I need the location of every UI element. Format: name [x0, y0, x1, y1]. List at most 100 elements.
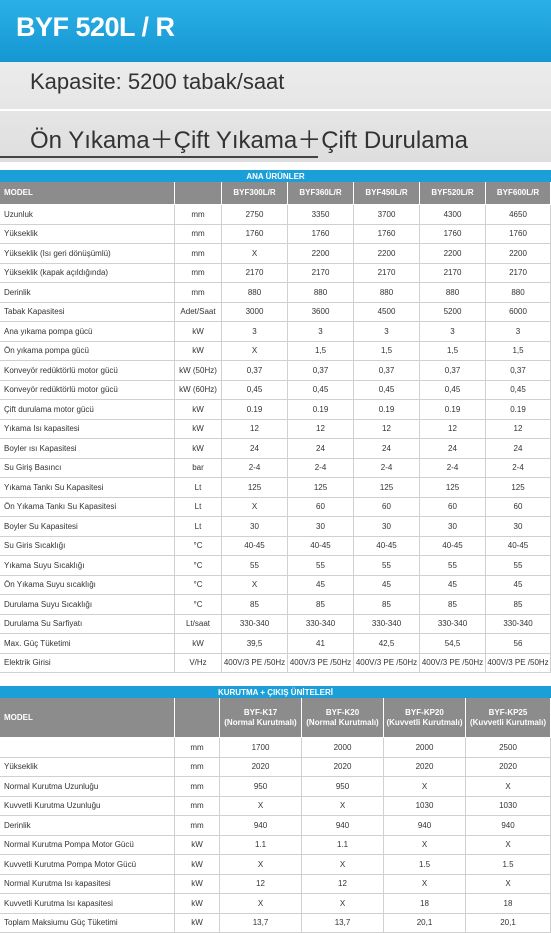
value: 85: [486, 595, 551, 615]
unit: Lt: [175, 478, 222, 498]
value: 2-4: [420, 458, 486, 478]
value: 40-45: [420, 536, 486, 556]
model-type: (Normal Kurutmalı): [224, 717, 297, 727]
model-type: (Kuvvetli Kurutmalı): [469, 717, 546, 727]
value: 24: [288, 439, 354, 459]
value: 12: [354, 419, 420, 439]
capacity: Kapasite: 5200 tabak/saat: [30, 69, 285, 94]
value: 40-45: [288, 536, 354, 556]
unit: mm: [175, 224, 222, 244]
unit: °C: [175, 536, 222, 556]
value: 24: [420, 439, 486, 459]
value: 20,1: [384, 913, 466, 933]
value: 55: [288, 556, 354, 576]
unit: bar: [175, 458, 222, 478]
value: 45: [486, 575, 551, 595]
model-name: BYF450L/R: [354, 182, 420, 205]
value: 1760: [420, 224, 486, 244]
model-name: BYF-KP25 (Kuvvetli Kurutmalı): [466, 698, 551, 738]
unit: mm: [175, 816, 220, 836]
row-label: Ön yıkama pompa gücü: [0, 341, 175, 361]
value: 41: [288, 634, 354, 654]
row-label: Yükseklik: [0, 224, 175, 244]
unit: V/Hz: [175, 653, 222, 673]
model-name: BYF520L/R: [420, 182, 486, 205]
value: 2000: [384, 738, 466, 758]
unit: kW: [175, 322, 222, 342]
value: X: [222, 497, 288, 517]
value: 1.1: [302, 835, 384, 855]
unit: °C: [175, 595, 222, 615]
model-name: BYF-K17: [243, 708, 278, 718]
value: 3000: [222, 302, 288, 322]
value: 125: [486, 478, 551, 498]
row-label: Derinlik: [0, 283, 175, 303]
value: 400V/3 PE /50Hz: [222, 653, 288, 673]
value: 2170: [420, 263, 486, 283]
row-label: Konveyör redüktörlü motor gücü: [0, 380, 175, 400]
value: 4500: [354, 302, 420, 322]
underline: [0, 156, 318, 158]
value: 2-4: [288, 458, 354, 478]
model-name: BYF-KP20: [405, 708, 444, 718]
value: 3: [288, 322, 354, 342]
model-header: MODEL: [0, 698, 175, 738]
value: 40-45: [486, 536, 551, 556]
value: 0.19: [420, 400, 486, 420]
separator: [0, 109, 551, 111]
value: 1760: [222, 224, 288, 244]
value: 2020: [220, 757, 302, 777]
value: 45: [420, 575, 486, 595]
row-label: Derinlik: [0, 816, 175, 836]
value: 18: [384, 894, 466, 914]
value: 1700: [220, 738, 302, 758]
value: X: [222, 341, 288, 361]
value: 2-4: [222, 458, 288, 478]
value: 85: [222, 595, 288, 615]
value: 1760: [354, 224, 420, 244]
unit: Lt: [175, 497, 222, 517]
value: 880: [354, 283, 420, 303]
unit: Lt/saat: [175, 614, 222, 634]
unit: mm: [175, 757, 220, 777]
value: 12: [302, 874, 384, 894]
unit: mm: [175, 244, 222, 264]
value: 400V/3 PE /50Hz: [288, 653, 354, 673]
value: 125: [222, 478, 288, 498]
value: 3: [420, 322, 486, 342]
value: 45: [354, 575, 420, 595]
row-label: Uzunluk: [0, 205, 175, 225]
value: 3600: [288, 302, 354, 322]
row-label: Boyler Su Kapasitesi: [0, 517, 175, 537]
title: BYF 520L / R: [16, 12, 175, 42]
row-label: Normal Kurutma Uzunluğu: [0, 777, 175, 797]
value: 40-45: [354, 536, 420, 556]
row-label: Ön Yıkama Tankı Su Kapasitesi: [0, 497, 175, 517]
header-cell: [175, 182, 222, 205]
header-bar: [0, 0, 551, 62]
model-name: BYF360L/R: [288, 182, 354, 205]
value: X: [302, 855, 384, 875]
value: 125: [288, 478, 354, 498]
model-type: (Kuvvetli Kurutmalı): [386, 717, 463, 727]
value: 60: [420, 497, 486, 517]
value: 12: [420, 419, 486, 439]
value: 2200: [486, 244, 551, 264]
row-label: Elektrik Girisi: [0, 653, 175, 673]
row-label: Durulama Suyu Sıcaklığı: [0, 595, 175, 615]
value: 2020: [466, 757, 551, 777]
value: 880: [288, 283, 354, 303]
row-label: [0, 738, 175, 758]
value: 55: [222, 556, 288, 576]
unit: kW: [175, 913, 220, 933]
unit: °C: [175, 575, 222, 595]
table-title: ANA ÜRÜNLER: [0, 170, 551, 182]
model-type: (Normal Kurutmalı): [306, 717, 379, 727]
value: 2000: [302, 738, 384, 758]
value: 330-340: [486, 614, 551, 634]
value: 2200: [354, 244, 420, 264]
row-label: Yıkama Suyu Sıcaklığı: [0, 556, 175, 576]
value: 60: [288, 497, 354, 517]
unit: mm: [175, 738, 220, 758]
